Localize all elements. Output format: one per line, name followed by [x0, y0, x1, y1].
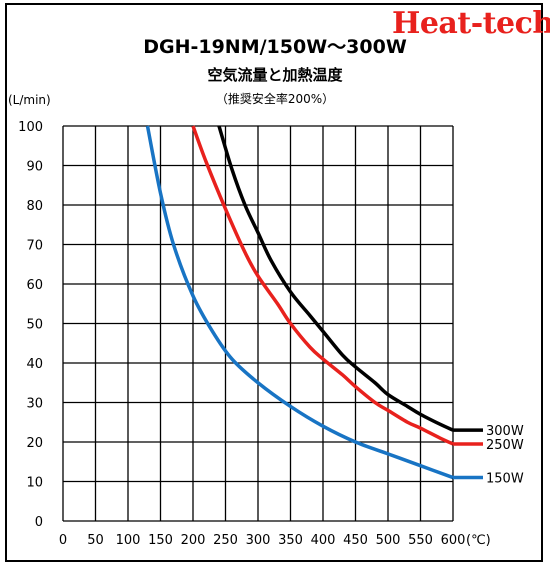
x-tick-label: 0 — [59, 533, 67, 548]
y-tick-label: 0 — [35, 515, 43, 530]
y-tick-label: 60 — [26, 278, 43, 293]
legend-label-300W: 300W — [486, 424, 524, 439]
y-tick-label: 50 — [26, 318, 43, 333]
y-tick-label: 10 — [26, 476, 43, 491]
y-tick-label: 100 — [18, 120, 43, 135]
legend-label-150W: 150W — [486, 472, 524, 487]
chart-subtitle: 空気流量と加熱温度 — [207, 66, 343, 84]
x-tick-label: 50 — [87, 533, 104, 548]
tick-labels: 0 50 100 150 200 250 300 350 400 450 500 550 600 0 10 2… — [18, 120, 465, 548]
y-tick-label: 30 — [26, 397, 43, 412]
x-tick-label: 550 — [408, 533, 433, 548]
x-tick-label: 100 — [116, 533, 141, 548]
x-tick-label: 500 — [376, 533, 401, 548]
x-tick-label: 300 — [246, 533, 271, 548]
x-tick-label: 350 — [278, 533, 303, 548]
series-layer — [145, 125, 454, 480]
brand-logo: Heat-tech — [392, 6, 550, 41]
x-axis-unit: (℃) — [466, 533, 491, 548]
x-tick-label: 150 — [148, 533, 173, 548]
y-tick-label: 80 — [26, 199, 43, 214]
grid — [62, 125, 454, 522]
y-tick-label: 90 — [26, 160, 43, 175]
chart-note: （推奨安全率200%） — [215, 92, 335, 106]
y-axis-unit: (L/min) — [8, 93, 51, 107]
y-tick-label: 40 — [26, 357, 43, 372]
y-tick-label: 20 — [26, 436, 43, 451]
chart-title: DGH-19NM/150W～300W — [143, 36, 407, 58]
series-line-250W — [191, 125, 454, 446]
y-tick-label: 70 — [26, 239, 43, 254]
x-tick-label: 450 — [343, 533, 368, 548]
series-line-300W — [217, 125, 454, 432]
x-tick-label: 250 — [213, 533, 238, 548]
x-tick-label: 400 — [311, 533, 336, 548]
series-line-150W — [145, 125, 454, 480]
legend-label-250W: 250W — [486, 438, 524, 453]
x-tick-label: 200 — [181, 533, 206, 548]
x-tick-label: 600 — [441, 533, 466, 548]
